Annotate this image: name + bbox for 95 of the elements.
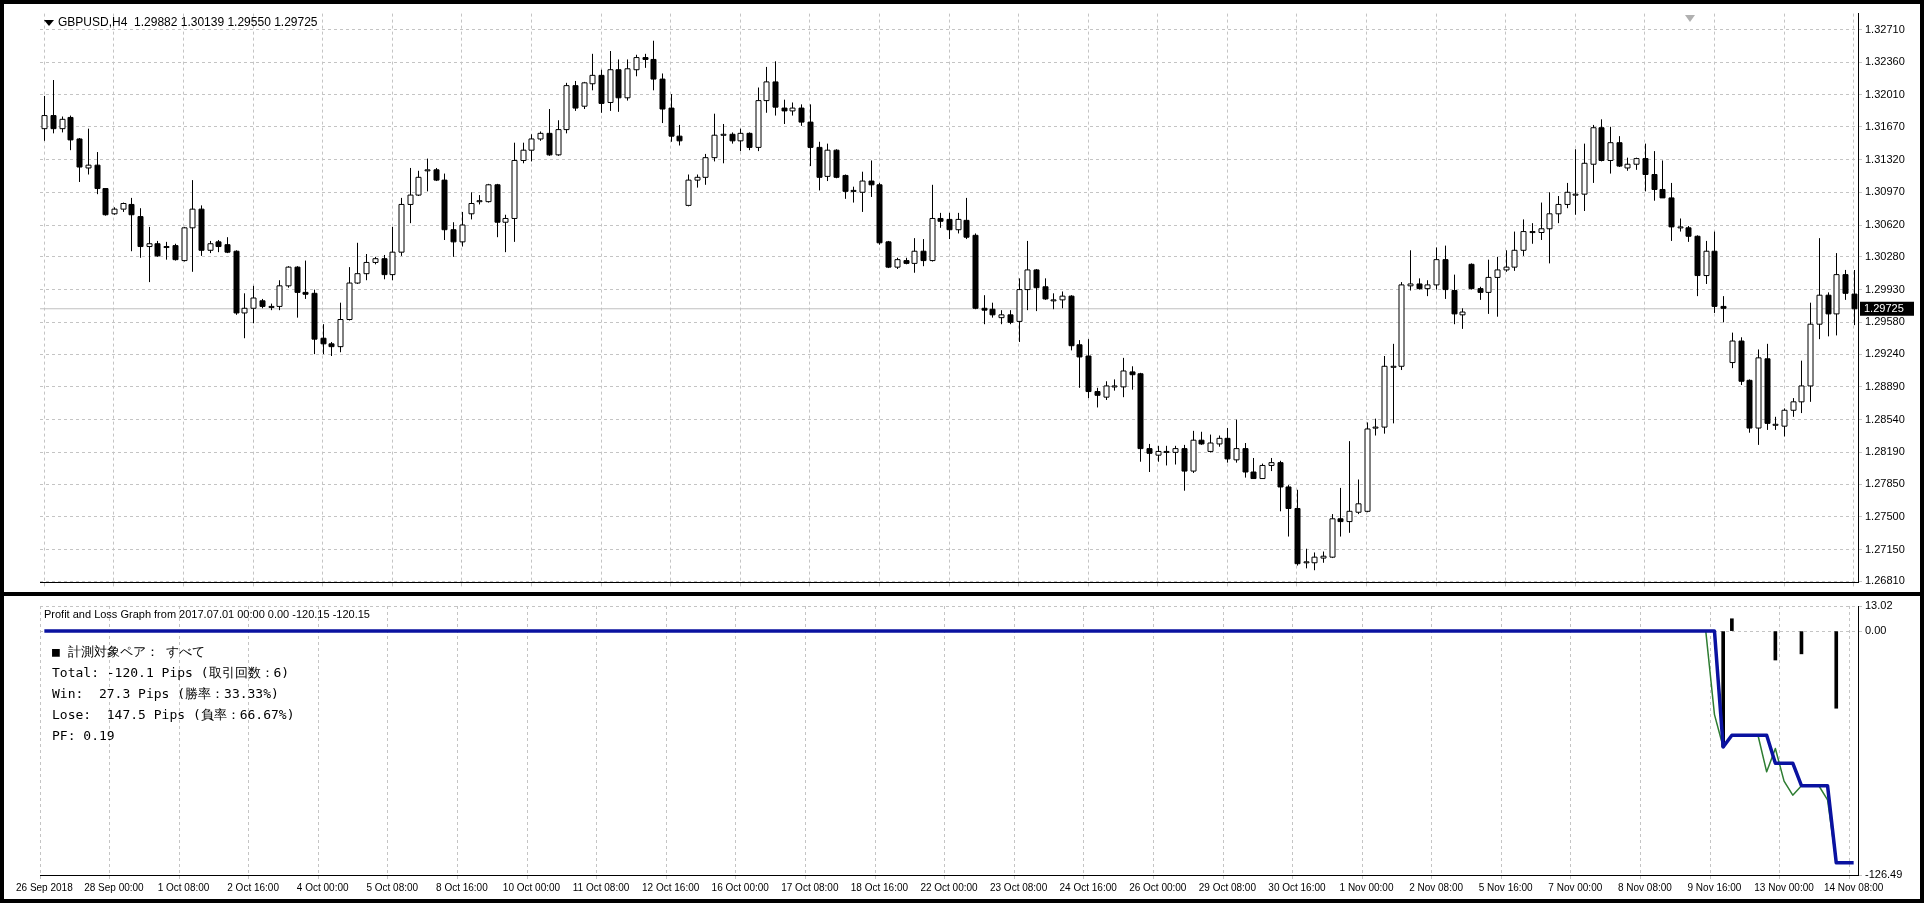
candlestick (1181, 444, 1188, 492)
x-tick-label: 7 Nov 00:00 (1548, 881, 1603, 893)
candlestick (1642, 143, 1649, 192)
y-tick-label: 1.27850 (1865, 477, 1905, 490)
chart-title: Profit and Loss Graph from 2017.07.01 00:00 0.00 -120.15 -120.15 (44, 607, 370, 620)
y-tick-label: 1.30280 (1865, 249, 1905, 262)
x-tick-label: 24 Oct 16:00 (1059, 881, 1118, 893)
candlestick (1494, 256, 1501, 318)
candlestick (250, 285, 257, 324)
candlestick (459, 211, 466, 248)
x-tick-label: 26 Oct 00:00 (1129, 881, 1187, 893)
candlestick (1346, 440, 1353, 534)
x-tick-label: 26 Sep 2018 (15, 881, 74, 893)
candlestick (711, 113, 718, 162)
x-tick-label: 13 Nov 00:00 (1754, 881, 1815, 893)
y-tick-label: 1.27500 (1865, 509, 1905, 522)
x-tick-label: 23 Oct 08:00 (989, 881, 1048, 893)
x-tick-label: 9 Nov 16:00 (1687, 881, 1742, 893)
x-tick-label: 17 Oct 08:00 (781, 881, 839, 893)
y-tick-label: 1.29930 (1865, 282, 1905, 295)
annotation: PF: 0.19 (52, 728, 115, 743)
x-tick-label: 1 Oct 08:00 (157, 881, 210, 893)
y-tick-label: 1.26810 (1865, 574, 1905, 587)
candlestick (285, 265, 292, 289)
x-tick-label: 30 Oct 16:00 (1268, 881, 1327, 893)
x-tick-label: 16 Oct 00:00 (711, 881, 770, 893)
y-tick-label: 1.28190 (1865, 445, 1905, 458)
x-tick-label: 22 Oct 00:00 (920, 881, 979, 893)
annotation: Win: 27.3 Pips (勝率：33.33%) (52, 686, 279, 701)
candlestick (1033, 268, 1040, 312)
y-tick-label: 1.31670 (1865, 119, 1905, 132)
candlestick (1729, 332, 1736, 369)
candlestick (450, 221, 457, 258)
y-tick-label: 1.28540 (1865, 412, 1905, 425)
candlestick (41, 95, 48, 142)
y-tick-label: 1.29580 (1865, 315, 1905, 328)
candlestick (1607, 126, 1614, 175)
x-tick-label: 14 Nov 08:00 (1823, 881, 1884, 893)
candlestick (920, 238, 927, 267)
candlestick (1120, 357, 1127, 398)
candlestick (1146, 443, 1153, 473)
x-tick-label: 28 Sep 00:00 (84, 881, 145, 893)
x-tick-label: 8 Nov 08:00 (1617, 881, 1673, 893)
x-tick-label: 5 Oct 08:00 (366, 881, 419, 893)
y-tick-label: 1.30620 (1865, 218, 1905, 231)
chart-title: GBPUSD,H4 1.29882 1.30139 1.29550 1.29725 (58, 14, 318, 29)
x-tick-label: 10 Oct 00:00 (502, 881, 561, 893)
candlestick (720, 123, 727, 164)
candlestick (1520, 218, 1527, 257)
candlestick (1233, 419, 1240, 464)
y-tick-label: 1.28890 (1865, 379, 1905, 392)
x-tick-label: 1 Nov 00:00 (1339, 881, 1394, 893)
y-tick-label: 1.30970 (1865, 185, 1905, 198)
candlestick (424, 158, 431, 192)
annotation: Lose: 147.5 Pips (負率：66.67%) (52, 707, 295, 722)
y-tick-label: 1.27150 (1865, 542, 1905, 555)
candlestick (1720, 295, 1727, 323)
y-tick-label: 13.02 (1865, 599, 1893, 612)
y-tick-label: 1.32360 (1865, 55, 1905, 68)
candlestick (1555, 195, 1562, 224)
y-tick-label: 1.32710 (1865, 22, 1905, 35)
candlestick (1529, 222, 1536, 245)
candlestick (50, 79, 57, 134)
x-tick-label: 4 Oct 00:00 (296, 881, 349, 893)
candlestick (1172, 445, 1179, 466)
annotation: ■ 計測対象ペア： すべて (52, 644, 206, 659)
annotation: Total: -120.1 Pips (取引回数：6) (52, 665, 290, 680)
y-tick-label: -126.49 (1865, 868, 1903, 881)
x-tick-label: 18 Oct 16:00 (850, 881, 909, 893)
candlestick (798, 103, 805, 127)
candlestick (1094, 387, 1101, 408)
candlestick (633, 54, 640, 77)
candlestick (363, 253, 370, 281)
x-tick-label: 8 Oct 16:00 (436, 881, 489, 893)
candlestick (946, 212, 953, 240)
x-tick-label: 29 Oct 08:00 (1198, 881, 1257, 893)
y-tick-label: 1.32010 (1865, 88, 1905, 101)
y-tick-label: 0.00 (1865, 624, 1887, 637)
ref-line-label: 1.29725 (1864, 301, 1904, 314)
x-tick-label: 2 Oct 16:00 (227, 881, 280, 893)
candlestick (468, 191, 475, 220)
candlestick (1842, 269, 1849, 301)
candlestick (1407, 249, 1414, 292)
candlestick (572, 80, 579, 112)
candlestick (85, 128, 92, 176)
x-tick-label: 12 Oct 16:00 (642, 881, 700, 893)
x-tick-label: 2 Nov 08:00 (1409, 881, 1464, 893)
x-tick-label: 5 Nov 16:00 (1478, 881, 1534, 893)
y-tick-label: 1.31320 (1865, 152, 1905, 165)
x-tick-label: 11 Oct 08:00 (572, 881, 630, 893)
candlestick (1781, 407, 1788, 437)
candlestick (546, 108, 553, 157)
candlestick (1355, 478, 1362, 515)
candlestick (859, 171, 866, 213)
y-tick-label: 1.29240 (1865, 347, 1905, 360)
